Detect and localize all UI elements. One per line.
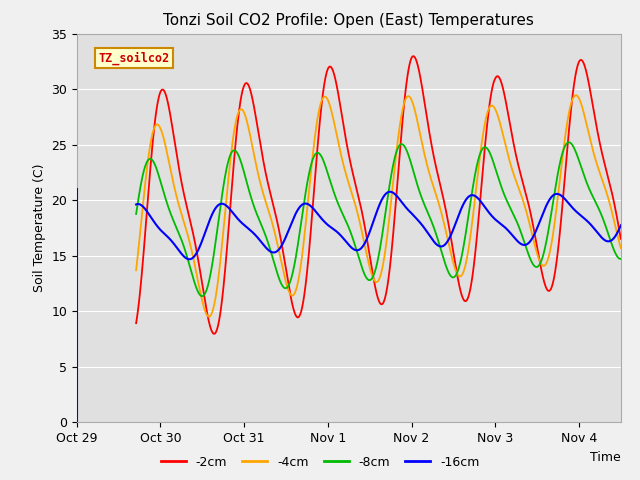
X-axis label: Time: Time: [590, 451, 621, 464]
Legend: -2cm, -4cm, -8cm, -16cm: -2cm, -4cm, -8cm, -16cm: [156, 451, 484, 474]
Title: Tonzi Soil CO2 Profile: Open (East) Temperatures: Tonzi Soil CO2 Profile: Open (East) Temp…: [163, 13, 534, 28]
Text: TZ_soilco2: TZ_soilco2: [99, 51, 170, 64]
Y-axis label: Soil Temperature (C): Soil Temperature (C): [33, 164, 45, 292]
